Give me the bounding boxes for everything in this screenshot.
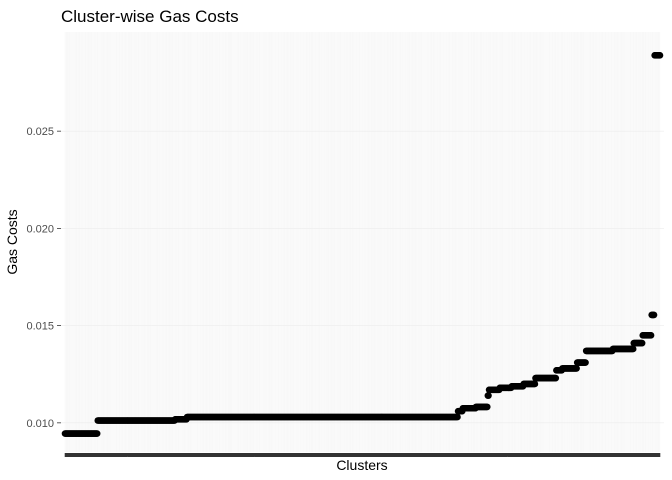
x-tick-marks [64, 453, 661, 457]
data-point-824 [552, 374, 560, 382]
data-point-54 [93, 430, 101, 437]
data-point-711 [485, 392, 492, 399]
y-tick-label-1: 0.015 [26, 321, 54, 333]
y-tick-label-0: 0.010 [26, 418, 54, 430]
data-point-874 [582, 359, 589, 366]
data-point-984 [647, 332, 655, 339]
data-point-859 [573, 365, 580, 372]
data-point-989 [650, 311, 658, 319]
x-axis-ticks [64, 453, 661, 457]
chart-title: Cluster-wise Gas Costs [61, 7, 239, 26]
data-point-709 [483, 403, 491, 411]
y-axis-title: Gas Costs [4, 209, 20, 274]
y-tick-label-3: 0.025 [26, 126, 54, 138]
data-points [61, 52, 664, 437]
y-tick-label-2: 0.020 [26, 223, 54, 235]
y-axis: 0.010 0.015 0.020 0.025 [26, 126, 61, 430]
x-grid-lines [64, 32, 661, 452]
x-axis-title: Clusters [336, 457, 387, 473]
data-point-789 [531, 380, 539, 388]
data-point-659 [454, 413, 461, 421]
data-point-969 [638, 339, 646, 347]
data-point-999 [656, 52, 664, 59]
data-point-954 [629, 345, 637, 353]
